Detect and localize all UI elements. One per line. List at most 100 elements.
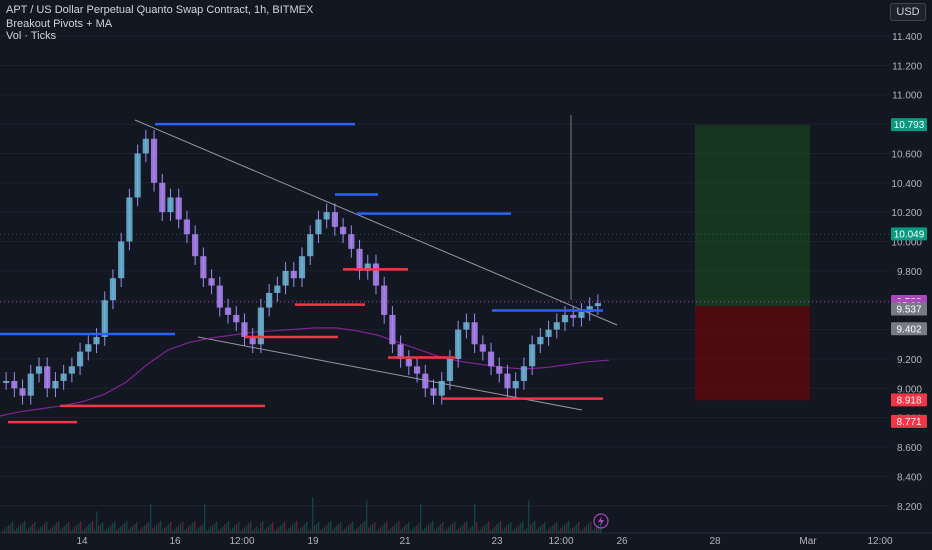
volume-bar: [340, 522, 342, 533]
target-zone: [695, 125, 810, 307]
volume-bar: [350, 523, 352, 533]
volume-bar: [386, 521, 388, 533]
volume-bar: [166, 525, 168, 533]
currency-button[interactable]: USD: [890, 3, 926, 21]
volume-bar: [552, 525, 554, 533]
volume-bar: [282, 523, 284, 533]
indicator-breakout-pivots[interactable]: Breakout Pivots + MA: [6, 18, 113, 30]
volume-bar: [42, 525, 44, 533]
volume-bar: [14, 530, 16, 533]
lightning-icon: [593, 513, 609, 529]
volume-bar: [370, 525, 372, 533]
volume-bar: [50, 528, 52, 533]
volume-bar: [496, 524, 498, 533]
moving-average-line: [0, 327, 610, 417]
volume-bar: [38, 528, 40, 533]
volume-bar: [360, 524, 362, 533]
volume-bar: [526, 528, 528, 533]
volume-bar: [398, 521, 400, 533]
volume-bar: [20, 524, 22, 533]
volume-bar: [510, 522, 512, 533]
volume-bar: [4, 528, 6, 533]
volume-bar: [278, 527, 280, 533]
price-label-box: [891, 414, 927, 428]
volume-bar: [416, 525, 418, 533]
volume-bar: [206, 530, 208, 533]
candle-body: [134, 153, 141, 198]
volume-bar: [86, 526, 88, 533]
candle-body: [487, 351, 495, 367]
volume-bar: [352, 521, 354, 533]
volume-bar: [334, 527, 336, 533]
volume-bar: [244, 527, 246, 533]
volume-bar: [330, 521, 332, 533]
volume-bar: [248, 523, 250, 533]
volume-bar: [326, 524, 328, 533]
volume-bar: [542, 524, 544, 533]
volume-bar: [458, 528, 460, 533]
candle-body: [290, 270, 297, 279]
price-label-box: [891, 322, 927, 336]
candle-body: [68, 366, 75, 374]
candle-body: [118, 241, 125, 279]
volume-bar: [320, 530, 322, 533]
volume-bar: [232, 527, 234, 533]
volume-bar: [456, 530, 458, 533]
y-tick-label: 11.000: [892, 91, 922, 102]
volume-bar: [342, 530, 344, 533]
volume-bar: [114, 521, 116, 533]
volume-bar: [210, 527, 212, 533]
candle-body: [307, 234, 314, 257]
candle-body: [512, 380, 519, 389]
volume-bar: [302, 525, 304, 533]
volume-bar: [238, 522, 240, 533]
volume-bar: [512, 530, 514, 533]
volume-bar: [290, 526, 292, 533]
volume-bar: [44, 523, 46, 533]
volume-bar: [406, 524, 408, 533]
candle-body: [446, 358, 454, 381]
volume-bar: [412, 528, 414, 533]
volume-bar: [348, 525, 350, 533]
candle-body: [150, 138, 158, 183]
volume-bar: [588, 523, 590, 533]
volume-bar: [446, 528, 448, 533]
volume-bar: [452, 523, 454, 533]
x-tick-label: 19: [307, 536, 319, 547]
x-tick-label: 12:00: [867, 536, 892, 547]
candle-body: [11, 380, 18, 389]
price-label: 9.402: [891, 322, 927, 336]
volume-bar: [596, 526, 598, 533]
volume-bar: [190, 524, 192, 533]
volume-bar: [274, 530, 276, 533]
volume-bar: [524, 530, 526, 533]
volume-bar: [58, 521, 60, 533]
volume-bar: [534, 521, 536, 533]
volume-bar: [150, 504, 152, 533]
volume-bar: [424, 528, 426, 533]
volume-bar: [284, 521, 286, 533]
volume-bar: [536, 529, 538, 533]
candle-body: [529, 344, 536, 367]
volume-bar: [158, 522, 160, 533]
volume-bar: [228, 521, 230, 533]
indicator-volume[interactable]: Vol · Ticks: [6, 30, 57, 42]
volume-bar: [208, 528, 210, 533]
volume-bar: [292, 524, 294, 533]
volume-bar: [260, 522, 262, 533]
volume-bar: [364, 521, 366, 533]
volume-bar: [476, 522, 478, 533]
volume-bar: [156, 524, 158, 533]
volume-bar: [48, 530, 50, 533]
volume-bar: [498, 522, 500, 533]
x-tick-label: 28: [709, 536, 721, 547]
volume-bar: [522, 521, 524, 533]
volume-bar: [12, 521, 14, 533]
volume-bar: [434, 529, 436, 533]
candle-body: [224, 307, 232, 315]
volume-bar: [356, 528, 358, 533]
candle-body: [578, 311, 585, 318]
volume-bar: [328, 522, 330, 533]
candle-body: [216, 285, 223, 308]
